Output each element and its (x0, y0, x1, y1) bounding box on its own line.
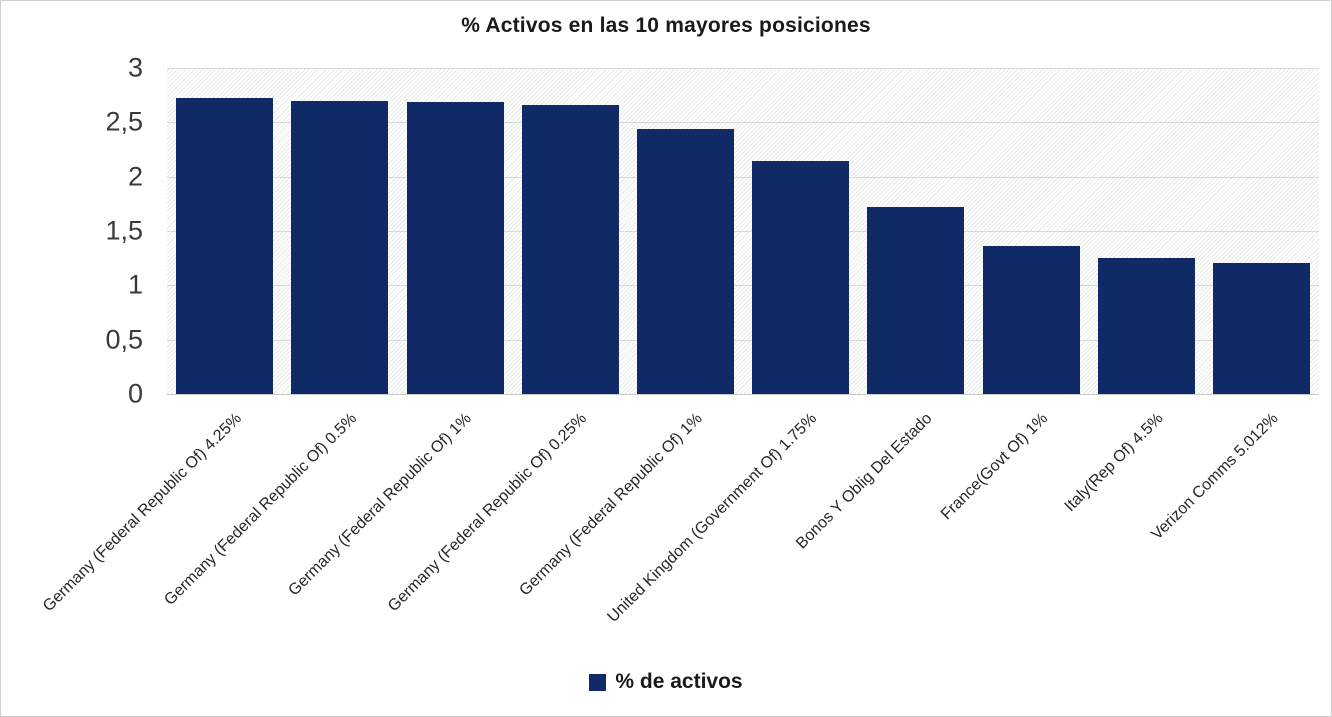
y-axis-label: 1 (127, 269, 143, 300)
gridline (167, 122, 1319, 124)
x-axis-label: Germany (Federal Republic Of) 0.5% (161, 410, 360, 609)
x-axis-label: Germany (Federal Republic Of) 0.25% (385, 410, 591, 616)
bar (1212, 262, 1310, 394)
y-axis-label: 2,5 (105, 106, 143, 137)
chart-title: % Activos en las 10 mayores posiciones (461, 14, 871, 37)
x-axis-label: Bonos Y Oblig Del Estado (793, 410, 936, 553)
legend-label: % de activos (615, 670, 743, 693)
bar (406, 101, 504, 394)
y-axis-label: 2 (127, 161, 143, 192)
x-axis-line (167, 394, 1319, 395)
bar (291, 100, 389, 394)
x-axis-label: Germany (Federal Republic Of) 4.25% (39, 410, 245, 616)
y-axis-label: 0,5 (105, 324, 143, 355)
legend-swatch-icon (589, 673, 607, 691)
x-axis-label: United Kingdom (Government Of) 1.75% (604, 410, 821, 626)
bar (176, 98, 274, 394)
x-axis-label: Germany (Federal Republic Of) 1% (516, 410, 706, 600)
y-axis-label: 1,5 (105, 215, 143, 246)
bar (867, 207, 965, 394)
gridline (167, 68, 1319, 69)
bar (1097, 258, 1195, 394)
legend: % de activos (1, 670, 1331, 694)
bar (636, 128, 734, 394)
bar (521, 104, 619, 394)
x-axis-label: France(Govt Of) 1% (937, 410, 1052, 524)
x-axis-label: Italy(Rep Of) 4.5% (1061, 410, 1167, 516)
x-axis-label: Germany (Federal Republic Of) 1% (285, 410, 476, 600)
bar (982, 246, 1080, 394)
x-axis-label: Verizon Comms 5.012% (1148, 410, 1282, 544)
gridline (167, 285, 1319, 287)
bar (752, 161, 850, 394)
plot-area (167, 68, 1319, 395)
y-axis-label: 3 (127, 52, 143, 83)
y-axis-label: 0 (127, 378, 143, 409)
gridline (167, 231, 1319, 232)
gridline (167, 339, 1319, 341)
gridline (167, 176, 1319, 178)
